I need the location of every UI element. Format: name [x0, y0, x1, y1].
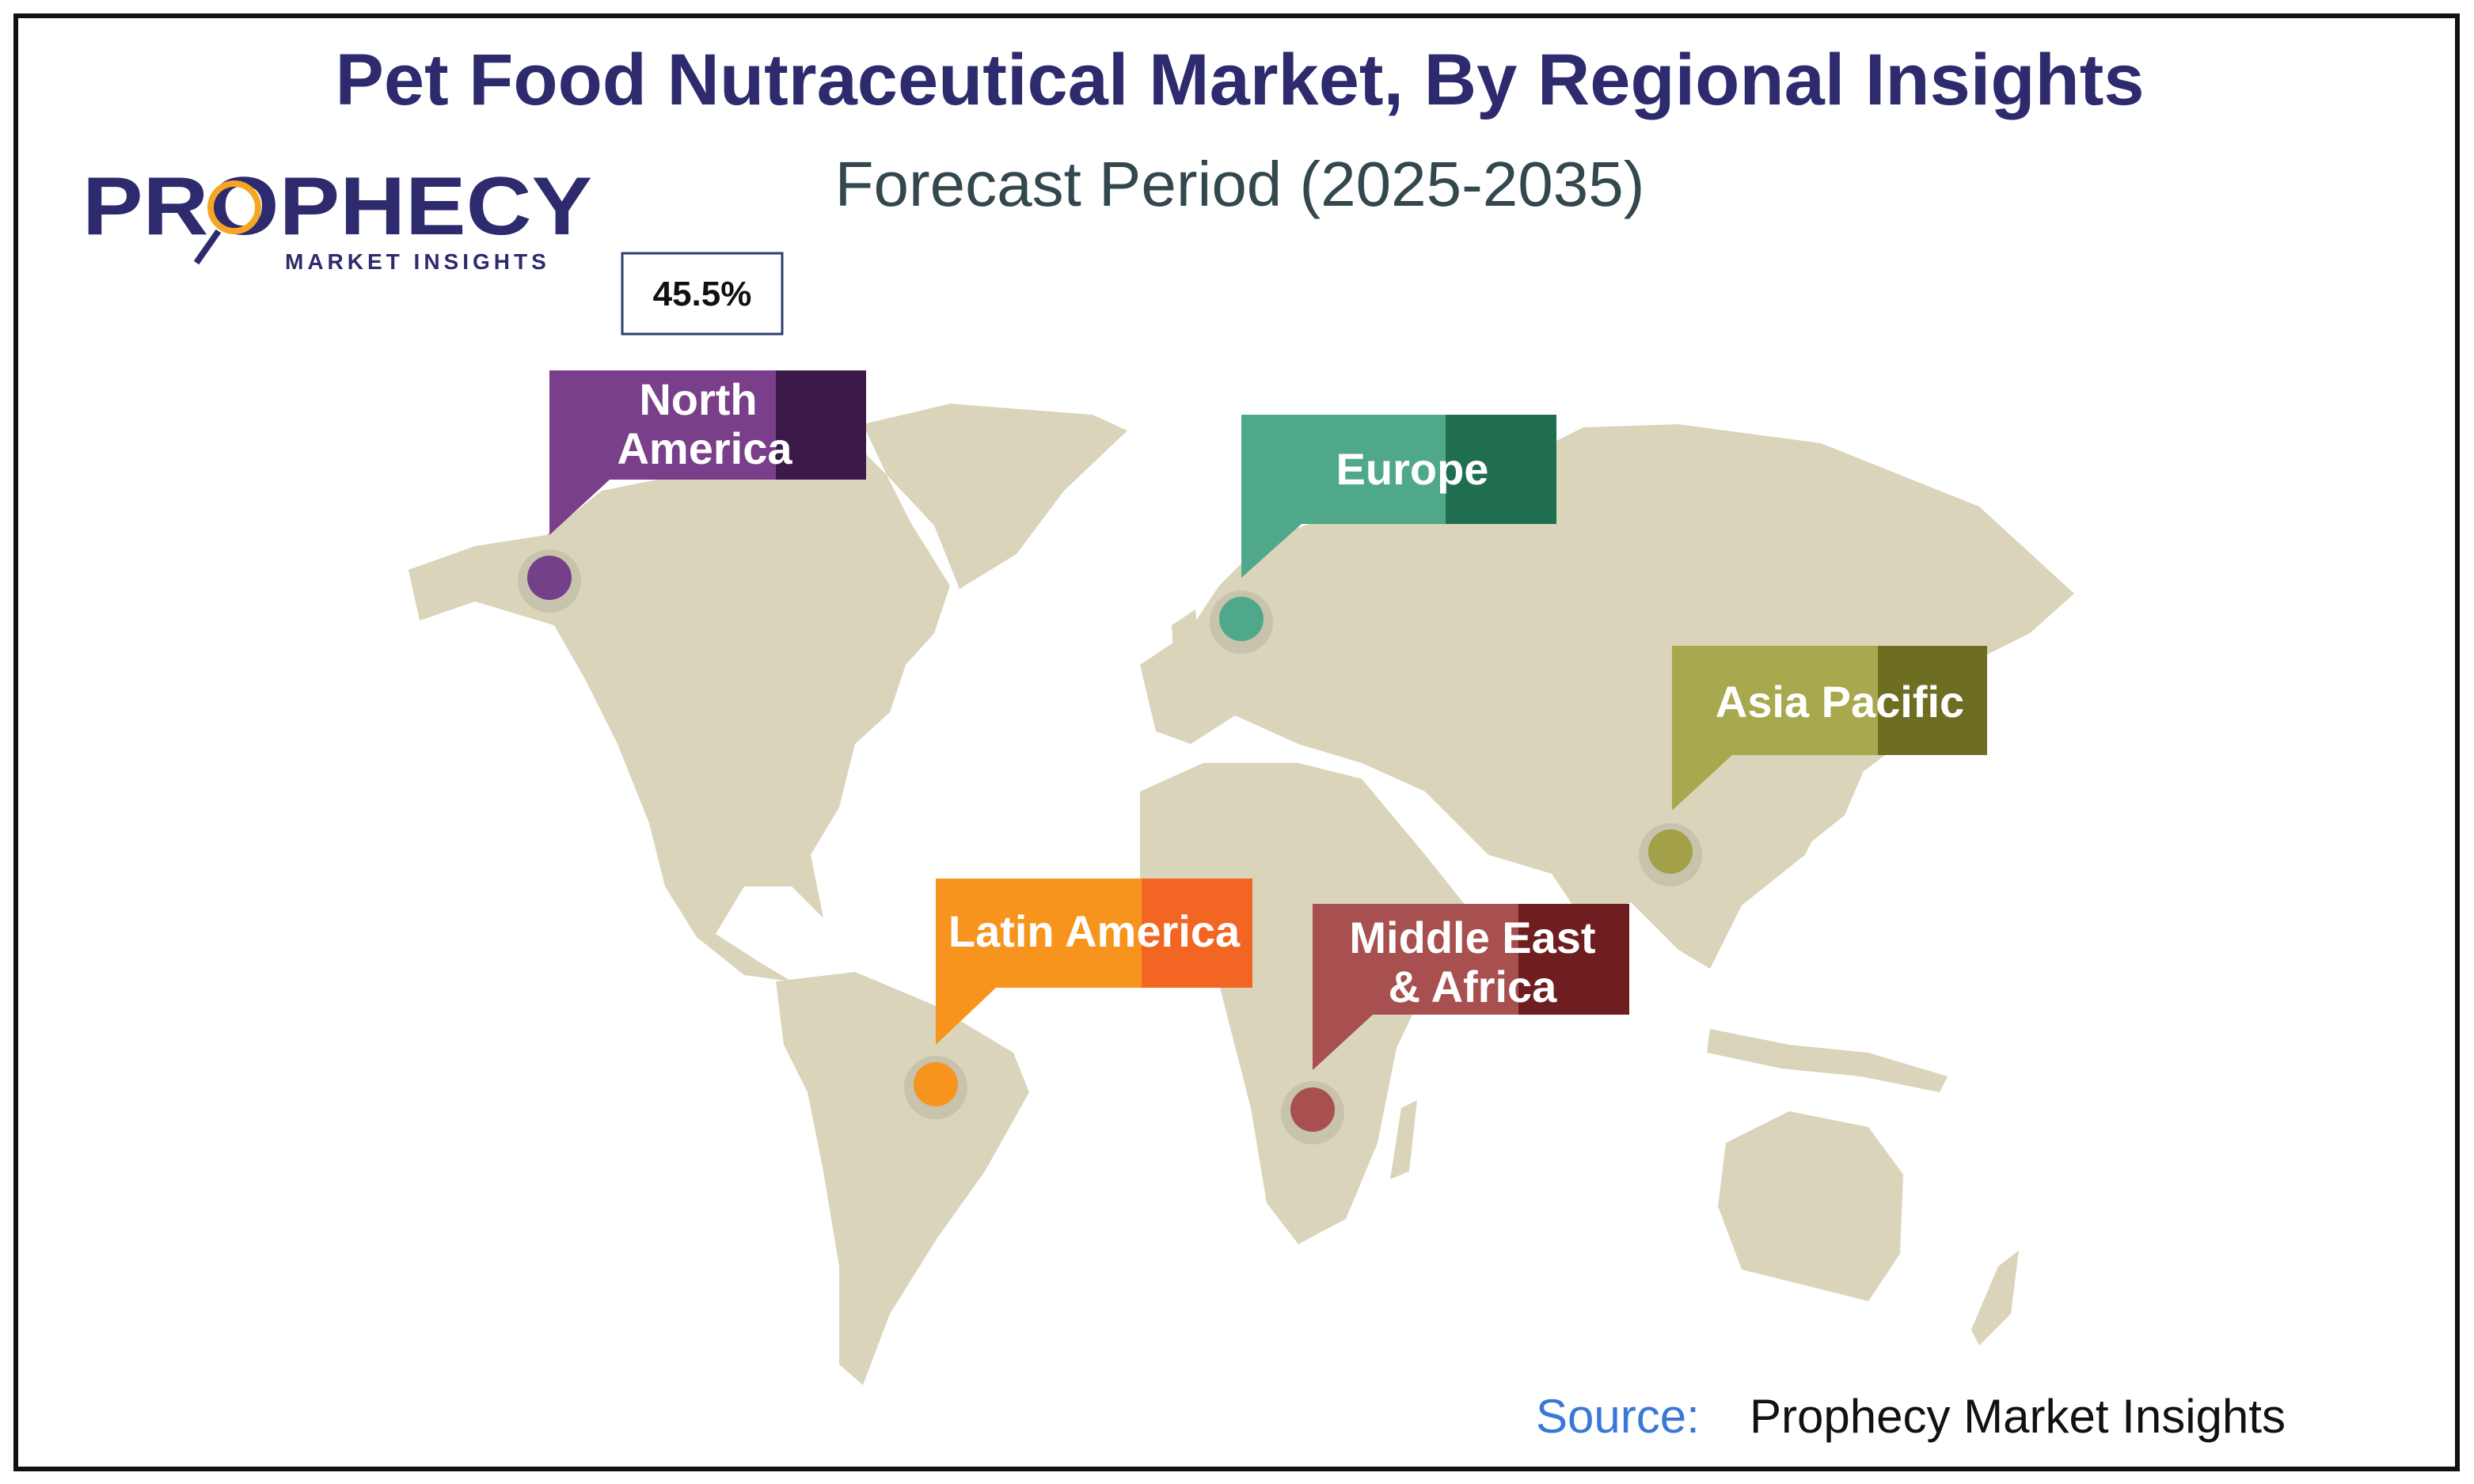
new-zealand — [1971, 1251, 2019, 1345]
label-pointer — [1241, 524, 1302, 578]
label-box-shade — [1518, 904, 1629, 1015]
greenland — [863, 404, 1127, 589]
region-europe: Europe — [1210, 415, 1556, 654]
uk — [1172, 609, 1200, 681]
japan — [1797, 744, 1868, 847]
logo: PROPHECY MARKET INSIGHTS — [82, 161, 592, 274]
callout: 45.5% — [621, 252, 784, 336]
subtitle: Forecast Period (2025-2035) — [835, 149, 1645, 219]
region-label: Latin America — [948, 906, 1241, 956]
region-middle-east-africa: Middle East & Africa — [1281, 904, 1629, 1144]
australia — [1718, 1111, 1903, 1301]
marker — [1219, 597, 1264, 641]
label-box-shade — [1446, 415, 1556, 524]
callout-value: 45.5% — [653, 275, 752, 313]
label-pointer — [549, 480, 610, 535]
region-label: North — [639, 374, 757, 424]
south-america — [776, 972, 1029, 1385]
region-label: America — [617, 423, 792, 473]
source-label: Source: — [1536, 1390, 1700, 1443]
title: Pet Food Nutraceutical Market, By Region… — [335, 40, 2144, 120]
marker — [1648, 829, 1693, 874]
eurasia — [1140, 424, 2074, 969]
marker — [527, 556, 572, 600]
label-box-shade — [1142, 879, 1252, 988]
region-latin-america: Latin America — [904, 879, 1252, 1119]
label-box-shade — [1878, 646, 1987, 755]
callout-box — [621, 252, 784, 336]
region-asia-pacific: Asia Pacific — [1639, 646, 1987, 886]
indonesia — [1707, 1029, 1948, 1092]
marker — [914, 1062, 958, 1106]
marker — [1290, 1087, 1335, 1132]
label-box-shade — [776, 370, 866, 480]
logo-handle — [193, 229, 222, 265]
logo-name: PROPHECY — [82, 161, 592, 252]
label-pointer — [1313, 1015, 1373, 1070]
label-pointer — [1672, 755, 1732, 810]
logo-lens — [207, 180, 261, 234]
label-pointer — [936, 988, 996, 1045]
source-text: Prophecy Market Insights — [1750, 1390, 2286, 1443]
logo-tagline: MARKET INSIGHTS — [285, 249, 550, 274]
region-label: Middle East — [1349, 913, 1595, 962]
region-label: & Africa — [1389, 962, 1558, 1011]
region-label: Asia Pacific — [1716, 677, 1964, 727]
region-label: Europe — [1336, 444, 1489, 494]
madagascar — [1390, 1100, 1417, 1179]
region-north-america: North America — [518, 370, 866, 613]
frame — [13, 13, 2460, 1471]
